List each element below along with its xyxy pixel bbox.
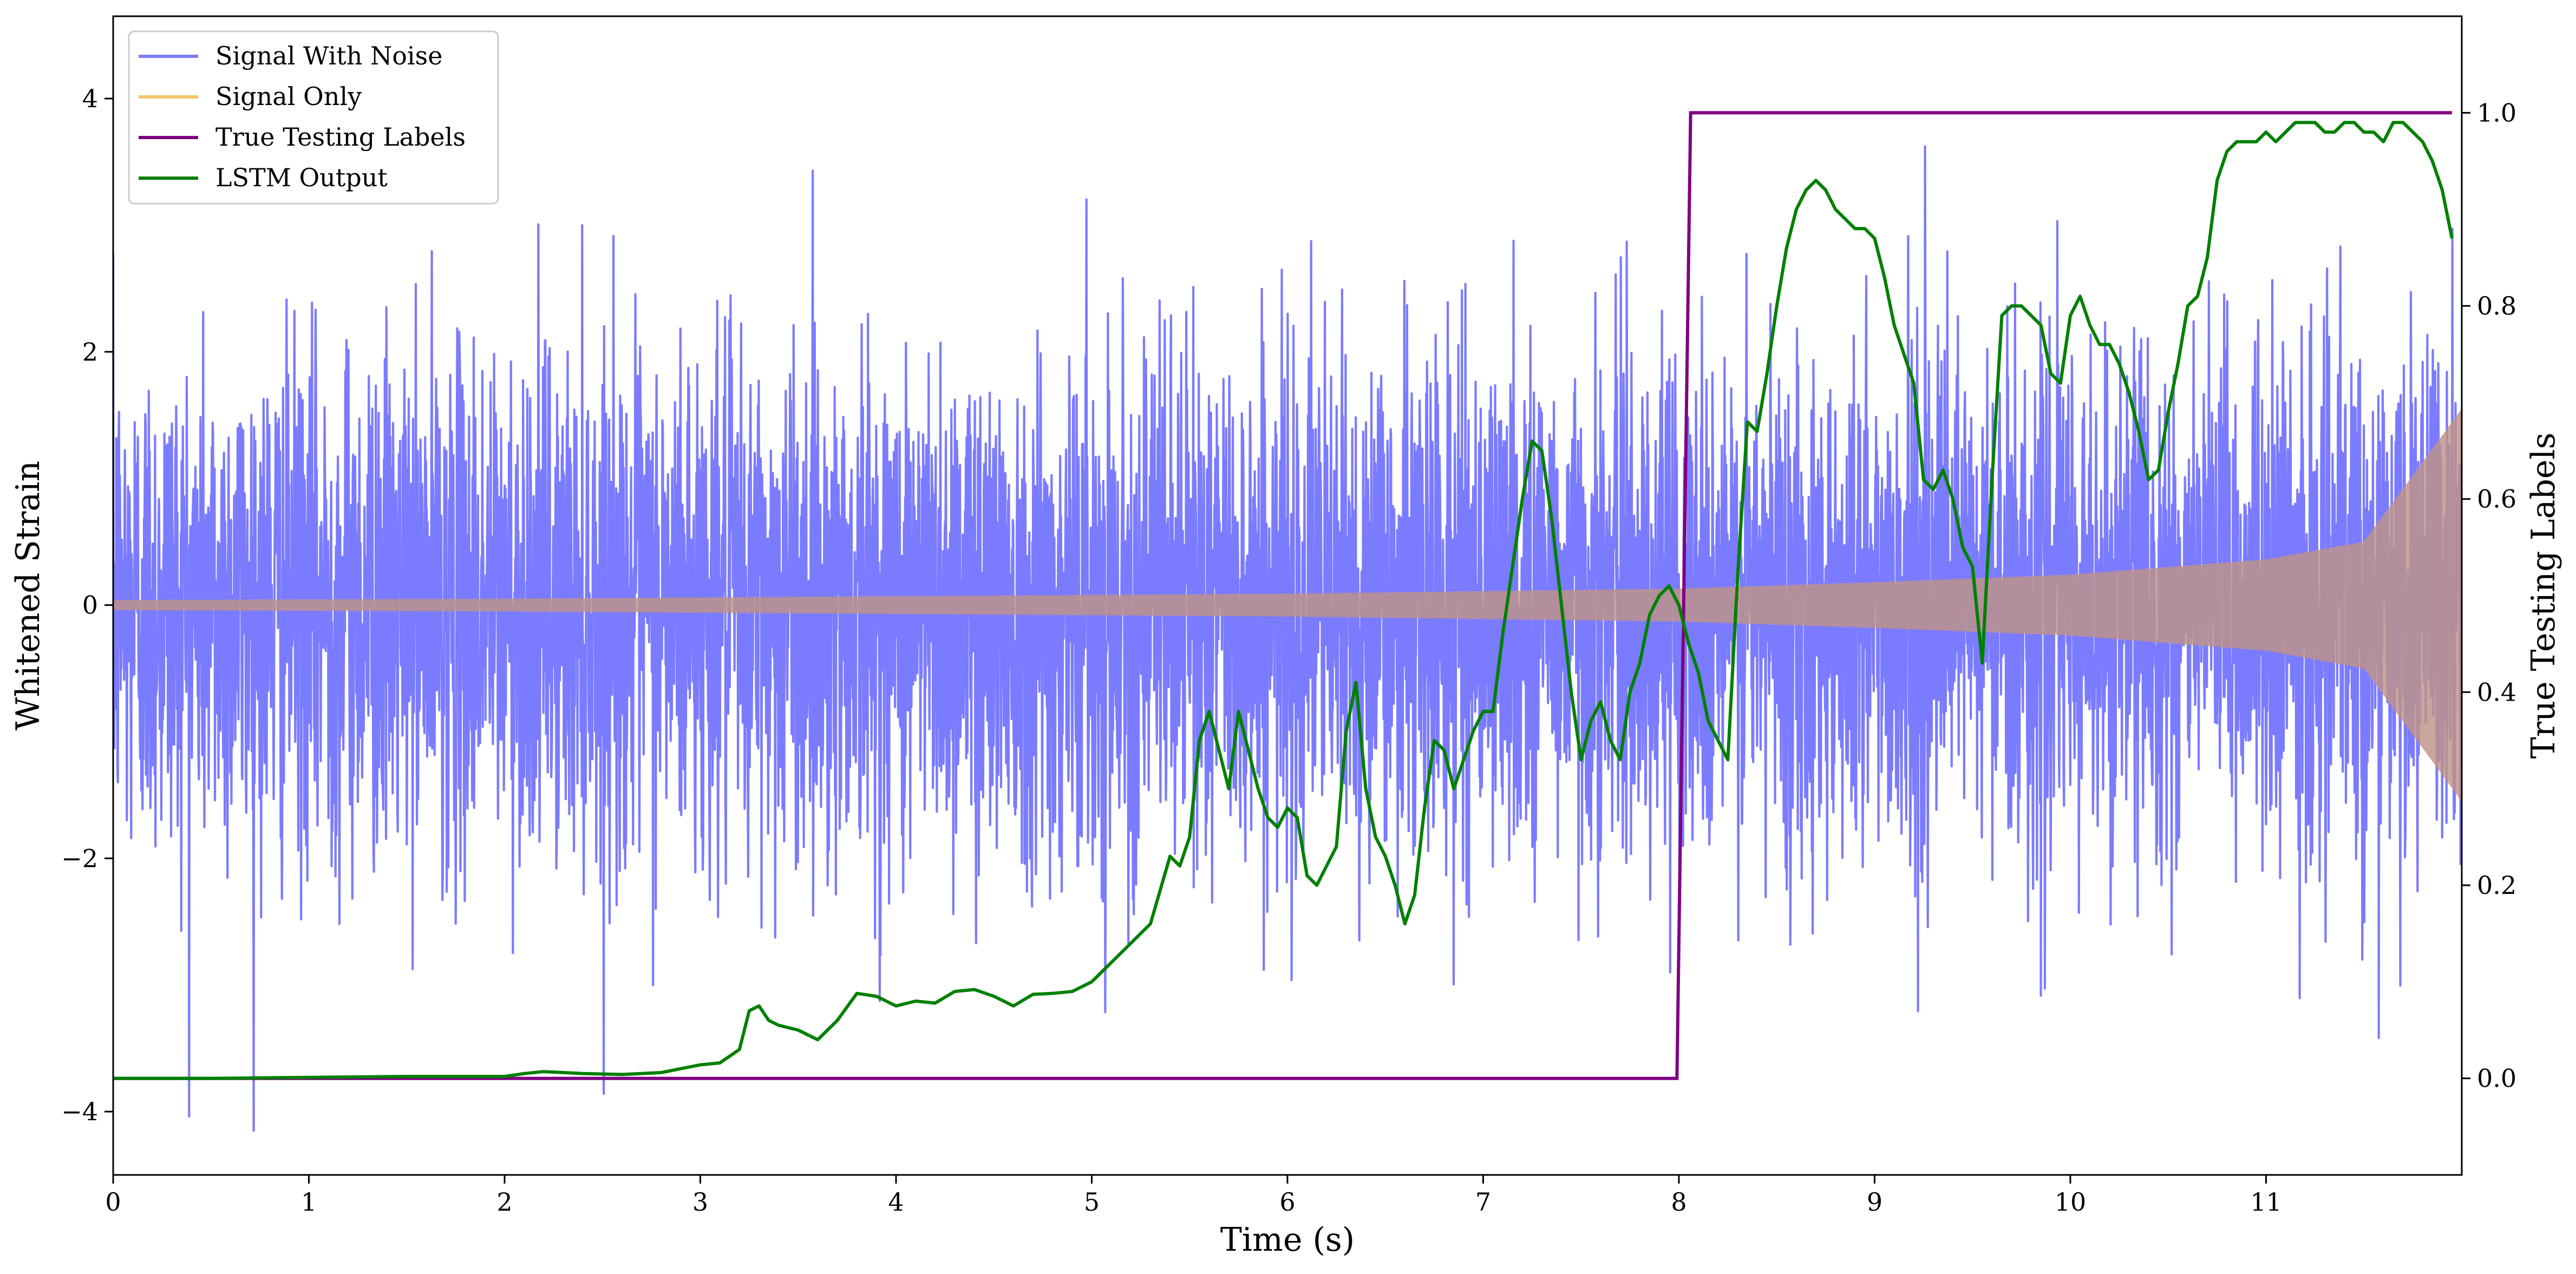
x-tick-label: 2 [496,1187,512,1217]
x-tick-label: 4 [888,1187,904,1217]
x-tick-label: 0 [105,1187,121,1217]
legend-label: Signal Only [215,82,362,111]
y-tick-label: 2 [82,337,98,367]
y-tick-label: −4 [61,1097,98,1126]
y2-tick-label: 0.2 [2477,871,2516,900]
x-tick-label: 10 [2055,1187,2087,1217]
x-tick-label: 1 [301,1187,317,1217]
y2-tick-label: 0.8 [2477,291,2516,321]
legend: Signal With Noise Signal Only True Testing… [128,30,499,205]
x-tick-label: 5 [1084,1187,1100,1217]
y-axis-label: Whitened Strain [9,461,47,730]
y2-tick-label: 0.6 [2477,485,2516,514]
legend-label: LSTM Output [215,163,388,192]
x-tick-label: 11 [2250,1187,2282,1217]
y2-axis-label: True Testing Labels [2525,433,2562,759]
x-tick-label: 6 [1279,1187,1295,1217]
y-tick-label: −2 [61,844,98,873]
y-axis-left: 4 2 0 −2 −4 [61,84,113,1126]
x-axis-label: Time (s) [1220,1221,1355,1259]
x-tick-label: 9 [1867,1187,1882,1217]
x-tick-label: 7 [1475,1187,1491,1217]
legend-label: True Testing Labels [215,122,466,152]
y2-tick-label: 0.4 [2477,677,2516,707]
x-axis: 0 1 2 3 4 5 6 7 8 9 10 11 [105,1175,2282,1217]
series-signal-only [113,409,2462,802]
y2-tick-label: 0.0 [2477,1064,2516,1093]
y-tick-label: 4 [82,84,98,113]
legend-box [128,30,499,205]
y-tick-label: 0 [82,591,98,620]
series-lstm-output [113,121,2454,1080]
x-tick-label: 3 [692,1187,708,1217]
y2-tick-label: 1.0 [2477,98,2516,127]
legend-label: Signal With Noise [215,41,442,70]
series-true-testing-labels [113,111,2452,1080]
series-signal-with-noise [113,145,2462,1132]
x-tick-label: 8 [1671,1187,1686,1217]
y-axis-right: 1.0 0.8 0.6 0.4 0.2 0.0 [2462,98,2516,1093]
